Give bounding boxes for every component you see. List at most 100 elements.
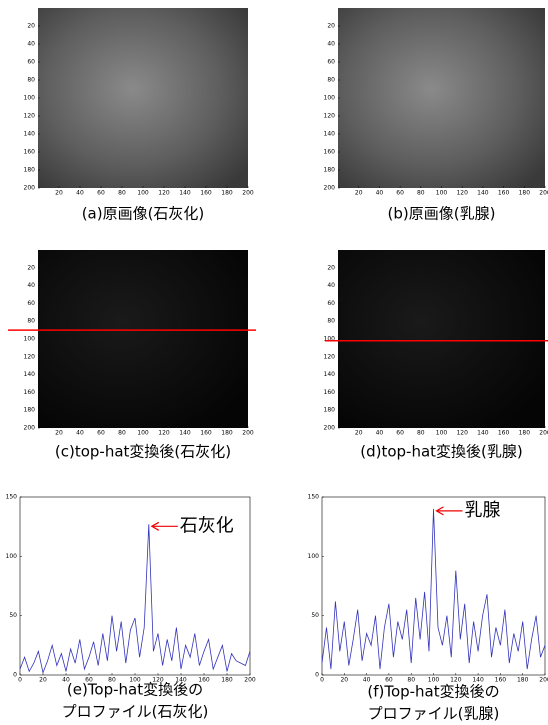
- x-tick-label: 20: [355, 430, 363, 437]
- x-tick-label: 60: [396, 190, 404, 197]
- caption: プロファイル(乳腺): [368, 705, 500, 723]
- y-tick-label: 200: [324, 185, 336, 192]
- x-tick-label: 180: [221, 677, 233, 684]
- y-tick-label: 100: [324, 95, 336, 102]
- y-tick-label: 50: [311, 612, 319, 619]
- y-tick-label: 150: [6, 494, 18, 501]
- y-tick-label: 120: [24, 353, 36, 360]
- y-tick-label: 160: [324, 389, 336, 396]
- y-tick-label: 20: [327, 23, 335, 30]
- y-tick-label: 80: [27, 318, 35, 325]
- x-tick-label: 120: [158, 190, 170, 197]
- x-tick-label: 120: [456, 430, 468, 437]
- y-tick-label: 0: [13, 672, 17, 679]
- x-tick-label: 180: [221, 430, 233, 437]
- x-tick-label: 180: [517, 677, 529, 684]
- y-tick-label: 180: [324, 167, 336, 174]
- x-tick-label: 60: [396, 430, 404, 437]
- figure: 2040608010012014016018020020406080100120…: [0, 0, 548, 725]
- y-tick-label: 160: [324, 149, 336, 156]
- x-tick-label: 100: [137, 190, 149, 197]
- y-tick-label: 200: [24, 185, 36, 192]
- x-tick-label: 40: [76, 430, 84, 437]
- x-tick-label: 120: [456, 190, 468, 197]
- x-tick-label: 100: [436, 190, 448, 197]
- x-tick-label: 160: [498, 430, 510, 437]
- y-tick-label: 60: [27, 300, 35, 307]
- caption: (b)原画像(乳腺): [388, 205, 496, 223]
- x-tick-label: 20: [340, 677, 348, 684]
- x-tick-label: 40: [76, 190, 84, 197]
- x-tick-label: 180: [519, 430, 531, 437]
- x-tick-label: 80: [417, 430, 425, 437]
- y-tick-label: 120: [24, 113, 36, 120]
- x-tick-label: 40: [376, 430, 384, 437]
- y-tick-label: 20: [27, 264, 35, 271]
- x-tick-label: 140: [179, 430, 191, 437]
- y-tick-label: 100: [24, 95, 36, 102]
- x-tick-label: 60: [97, 430, 105, 437]
- y-tick-label: 200: [24, 425, 36, 432]
- y-tick-label: 160: [24, 149, 36, 156]
- x-tick-label: 80: [118, 190, 126, 197]
- x-tick-label: 20: [39, 677, 47, 684]
- x-tick-label: 100: [436, 430, 448, 437]
- caption: プロファイル(石灰化): [62, 703, 209, 721]
- y-tick-label: 60: [327, 300, 335, 307]
- x-tick-label: 60: [97, 190, 105, 197]
- x-tick-label: 0: [320, 677, 324, 684]
- y-tick-label: 80: [327, 77, 335, 84]
- x-tick-label: 200: [539, 190, 548, 197]
- y-tick-label: 100: [308, 553, 320, 560]
- image: [38, 250, 248, 428]
- y-tick-label: 40: [27, 41, 35, 48]
- y-tick-label: 60: [327, 59, 335, 66]
- x-tick-label: 80: [118, 430, 126, 437]
- x-tick-label: 0: [18, 677, 22, 684]
- x-tick-label: 140: [477, 190, 489, 197]
- y-tick-label: 80: [327, 318, 335, 325]
- y-tick-label: 180: [324, 407, 336, 414]
- y-tick-label: 160: [24, 389, 36, 396]
- x-tick-label: 180: [519, 190, 531, 197]
- y-tick-label: 180: [24, 167, 36, 174]
- image: [38, 8, 248, 188]
- x-tick-label: 140: [179, 190, 191, 197]
- image: [338, 8, 545, 188]
- x-tick-label: 40: [376, 190, 384, 197]
- y-tick-label: 60: [27, 59, 35, 66]
- caption: (c)top-hat変換後(石灰化): [55, 443, 231, 461]
- x-tick-label: 200: [242, 190, 254, 197]
- annotation: 乳腺: [465, 500, 501, 521]
- x-tick-label: 20: [55, 430, 63, 437]
- x-tick-label: 20: [355, 190, 363, 197]
- y-tick-label: 50: [9, 612, 17, 619]
- y-tick-label: 180: [24, 407, 36, 414]
- annotation: 石灰化: [180, 515, 234, 536]
- x-tick-label: 160: [200, 430, 212, 437]
- x-tick-label: 200: [539, 430, 548, 437]
- caption: (f)Top-hat変換後の: [367, 683, 499, 701]
- y-tick-label: 120: [324, 113, 336, 120]
- x-tick-label: 200: [539, 677, 548, 684]
- x-tick-label: 100: [137, 430, 149, 437]
- y-tick-label: 100: [24, 336, 36, 343]
- x-tick-label: 120: [158, 430, 170, 437]
- y-tick-label: 20: [327, 264, 335, 271]
- y-tick-label: 140: [24, 131, 36, 138]
- x-tick-label: 200: [242, 430, 254, 437]
- x-tick-label: 160: [200, 190, 212, 197]
- y-tick-label: 20: [27, 23, 35, 30]
- y-tick-label: 100: [6, 553, 18, 560]
- y-tick-label: 40: [27, 282, 35, 289]
- y-tick-label: 140: [324, 131, 336, 138]
- y-tick-label: 140: [24, 371, 36, 378]
- caption: (a)原画像(石灰化): [82, 205, 205, 223]
- x-tick-label: 160: [498, 190, 510, 197]
- x-tick-label: 80: [417, 190, 425, 197]
- x-tick-label: 140: [477, 430, 489, 437]
- caption: (e)Top-hat変換後の: [67, 681, 203, 699]
- x-tick-label: 20: [55, 190, 63, 197]
- x-tick-label: 180: [221, 190, 233, 197]
- x-tick-label: 200: [244, 677, 256, 684]
